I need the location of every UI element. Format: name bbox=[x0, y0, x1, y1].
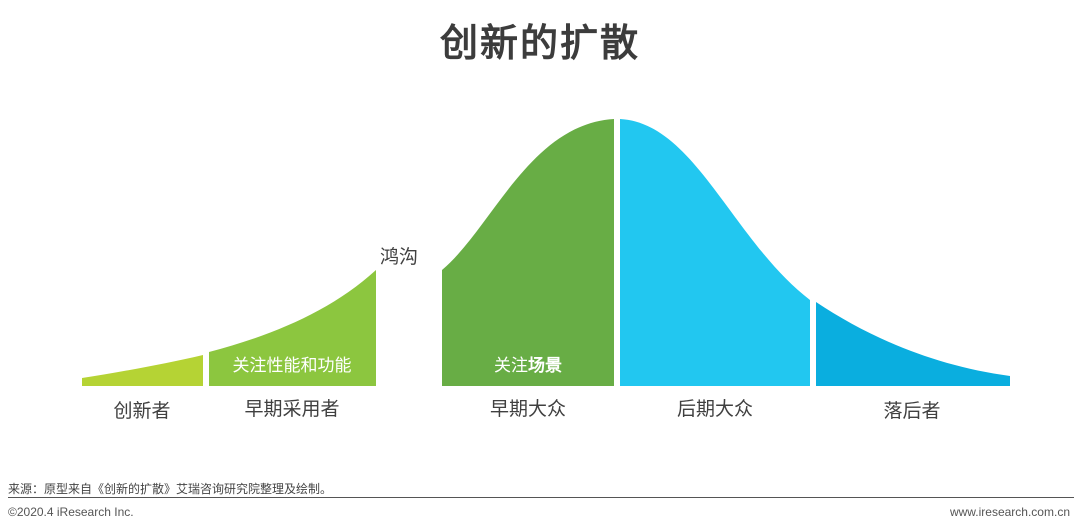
segment-early-majority bbox=[442, 119, 614, 386]
segment-early-adopters bbox=[209, 270, 376, 386]
focus-bold: 场景 bbox=[528, 356, 562, 376]
stage-label-innovators: 创新者 bbox=[113, 400, 171, 422]
segment-laggards bbox=[816, 302, 1010, 386]
page-title: 创新的扩散 bbox=[439, 21, 640, 65]
stage-label-early-adopters: 早期采用者 bbox=[244, 398, 340, 420]
chasm-label: 鸿沟 bbox=[380, 246, 419, 268]
focus-prefix: 关注 bbox=[494, 356, 528, 376]
stage-label-early-majority: 早期大众 bbox=[489, 398, 567, 420]
copyright: ©2020.4 iResearch Inc. bbox=[8, 505, 134, 519]
segment-late-majority bbox=[620, 119, 810, 386]
segment-innovators bbox=[82, 355, 203, 386]
source-note: 来源：原型来自《创新的扩散》艾瑞咨询研究院整理及绘制。 bbox=[8, 482, 333, 496]
early-adopters-focus-label: 关注性能和功能 bbox=[232, 356, 352, 376]
stage-label-late-majority: 后期大众 bbox=[676, 398, 754, 420]
footer-divider bbox=[8, 497, 1074, 498]
early-majority-focus-label: 关注场景 bbox=[494, 351, 562, 376]
website-url: www.iresearch.com.cn bbox=[949, 505, 1070, 519]
stage-label-laggards: 落后者 bbox=[883, 400, 941, 422]
